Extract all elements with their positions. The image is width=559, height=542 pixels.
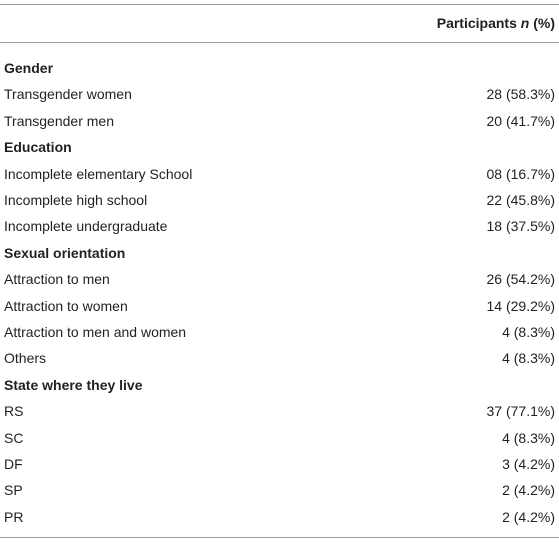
row-value: 18 (37.5%) — [486, 218, 555, 235]
row-value: 2 (4.2%) — [502, 508, 555, 525]
section-row: Education — [0, 134, 559, 160]
row-label: Incomplete undergraduate — [4, 218, 168, 235]
row-label: Transgender men — [4, 112, 114, 129]
table-row: PR 2 (4.2%) — [0, 504, 559, 530]
row-value: 4 (8.3%) — [502, 350, 555, 367]
row-value: 3 (4.2%) — [502, 456, 555, 472]
header-text: Participants — [436, 15, 517, 31]
section-title: Education — [4, 139, 72, 156]
row-value: 37 (77.1%) — [486, 403, 555, 420]
table-row: RS 37 (77.1%) — [0, 398, 559, 424]
row-value: 4 (8.3%) — [502, 429, 555, 446]
table-row: Attraction to men and women 4 (8.3%) — [0, 319, 559, 345]
header-rule — [0, 42, 559, 43]
row-label: RS — [4, 403, 24, 420]
row-label: Attraction to men and women — [4, 324, 187, 340]
row-value: 28 (58.3%) — [486, 86, 555, 103]
row-label: Transgender women — [4, 86, 132, 103]
table-row: SC 4 (8.3%) — [0, 425, 559, 451]
section-title: Sexual orientation — [4, 244, 126, 261]
section-row: Sexual orientation — [0, 240, 559, 266]
table-row: Incomplete elementary School 08 (16.7%) — [0, 161, 559, 187]
bottom-rule — [0, 537, 559, 538]
row-label: DF — [4, 456, 23, 472]
table-row: Attraction to women 14 (29.2%) — [0, 293, 559, 319]
row-label: Attraction to women — [4, 297, 128, 314]
row-value: 4 (8.3%) — [502, 324, 555, 340]
row-value: 08 (16.7%) — [486, 165, 555, 182]
section-row: Gender — [0, 55, 559, 81]
row-value: 26 (54.2%) — [486, 271, 555, 288]
top-rule — [0, 4, 559, 5]
table-row: Transgender women 28 (58.3%) — [0, 81, 559, 107]
section-title: Gender — [4, 60, 54, 76]
row-label: Incomplete high school — [4, 192, 148, 208]
table-row: Others 4 (8.3%) — [0, 345, 559, 371]
row-value: 22 (45.8%) — [486, 192, 555, 208]
table-row: Attraction to men 26 (54.2%) — [0, 266, 559, 292]
row-label: Attraction to men — [4, 271, 110, 288]
row-label: PR — [4, 508, 24, 525]
column-header: Participants n (%) — [437, 5, 555, 42]
row-value: 20 (41.7%) — [486, 112, 555, 129]
table-row: SP 2 (4.2%) — [0, 477, 559, 503]
row-label: SC — [4, 429, 24, 446]
table-row: Incomplete high school 22 (45.8%) — [0, 187, 559, 213]
header-suffix: (%) — [533, 15, 555, 31]
row-label: Others — [4, 350, 47, 367]
row-label: SP — [4, 482, 23, 499]
row-value: 14 (29.2%) — [486, 297, 555, 314]
table-row: Incomplete undergraduate 18 (37.5%) — [0, 213, 559, 239]
section-title: State where they live — [4, 376, 143, 393]
section-row: State where they live — [0, 372, 559, 398]
table-row: DF 3 (4.2%) — [0, 451, 559, 477]
row-label: Incomplete elementary School — [4, 165, 193, 182]
table-row: Transgender men 20 (41.7%) — [0, 108, 559, 134]
row-value: 2 (4.2%) — [502, 482, 555, 499]
header-italic: n — [520, 15, 530, 31]
